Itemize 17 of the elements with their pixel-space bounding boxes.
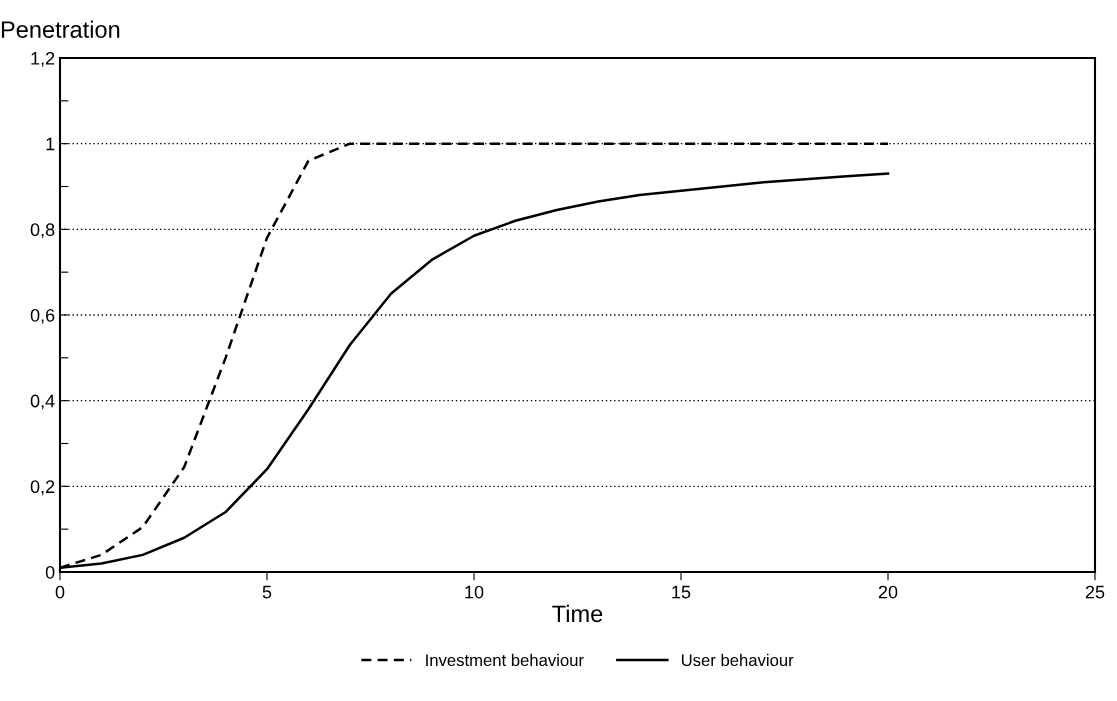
legend-label: Investment behaviour	[426, 653, 584, 667]
y-tick-label: 0,2	[30, 480, 55, 496]
y-tick-label: 0,6	[30, 308, 55, 324]
x-axis-title: Time	[552, 604, 603, 623]
x-tick-label: 10	[465, 585, 484, 599]
x-tick-label: 20	[878, 585, 898, 599]
y-tick-label: 0,4	[30, 394, 55, 410]
y-tick-label: 1	[46, 137, 55, 151]
x-tick-label: 0	[55, 585, 65, 599]
x-tick-label: 25	[1085, 585, 1105, 599]
y-axis-title: Penetration	[1, 20, 120, 38]
y-tick-label: 1,2	[31, 51, 55, 67]
x-tick-label: 15	[672, 585, 691, 599]
legend-label: User behaviour	[681, 653, 794, 667]
x-tick-label: 5	[262, 585, 272, 599]
y-tick-label: 0,8	[30, 223, 55, 239]
y-tick-label: 0	[45, 565, 55, 579]
